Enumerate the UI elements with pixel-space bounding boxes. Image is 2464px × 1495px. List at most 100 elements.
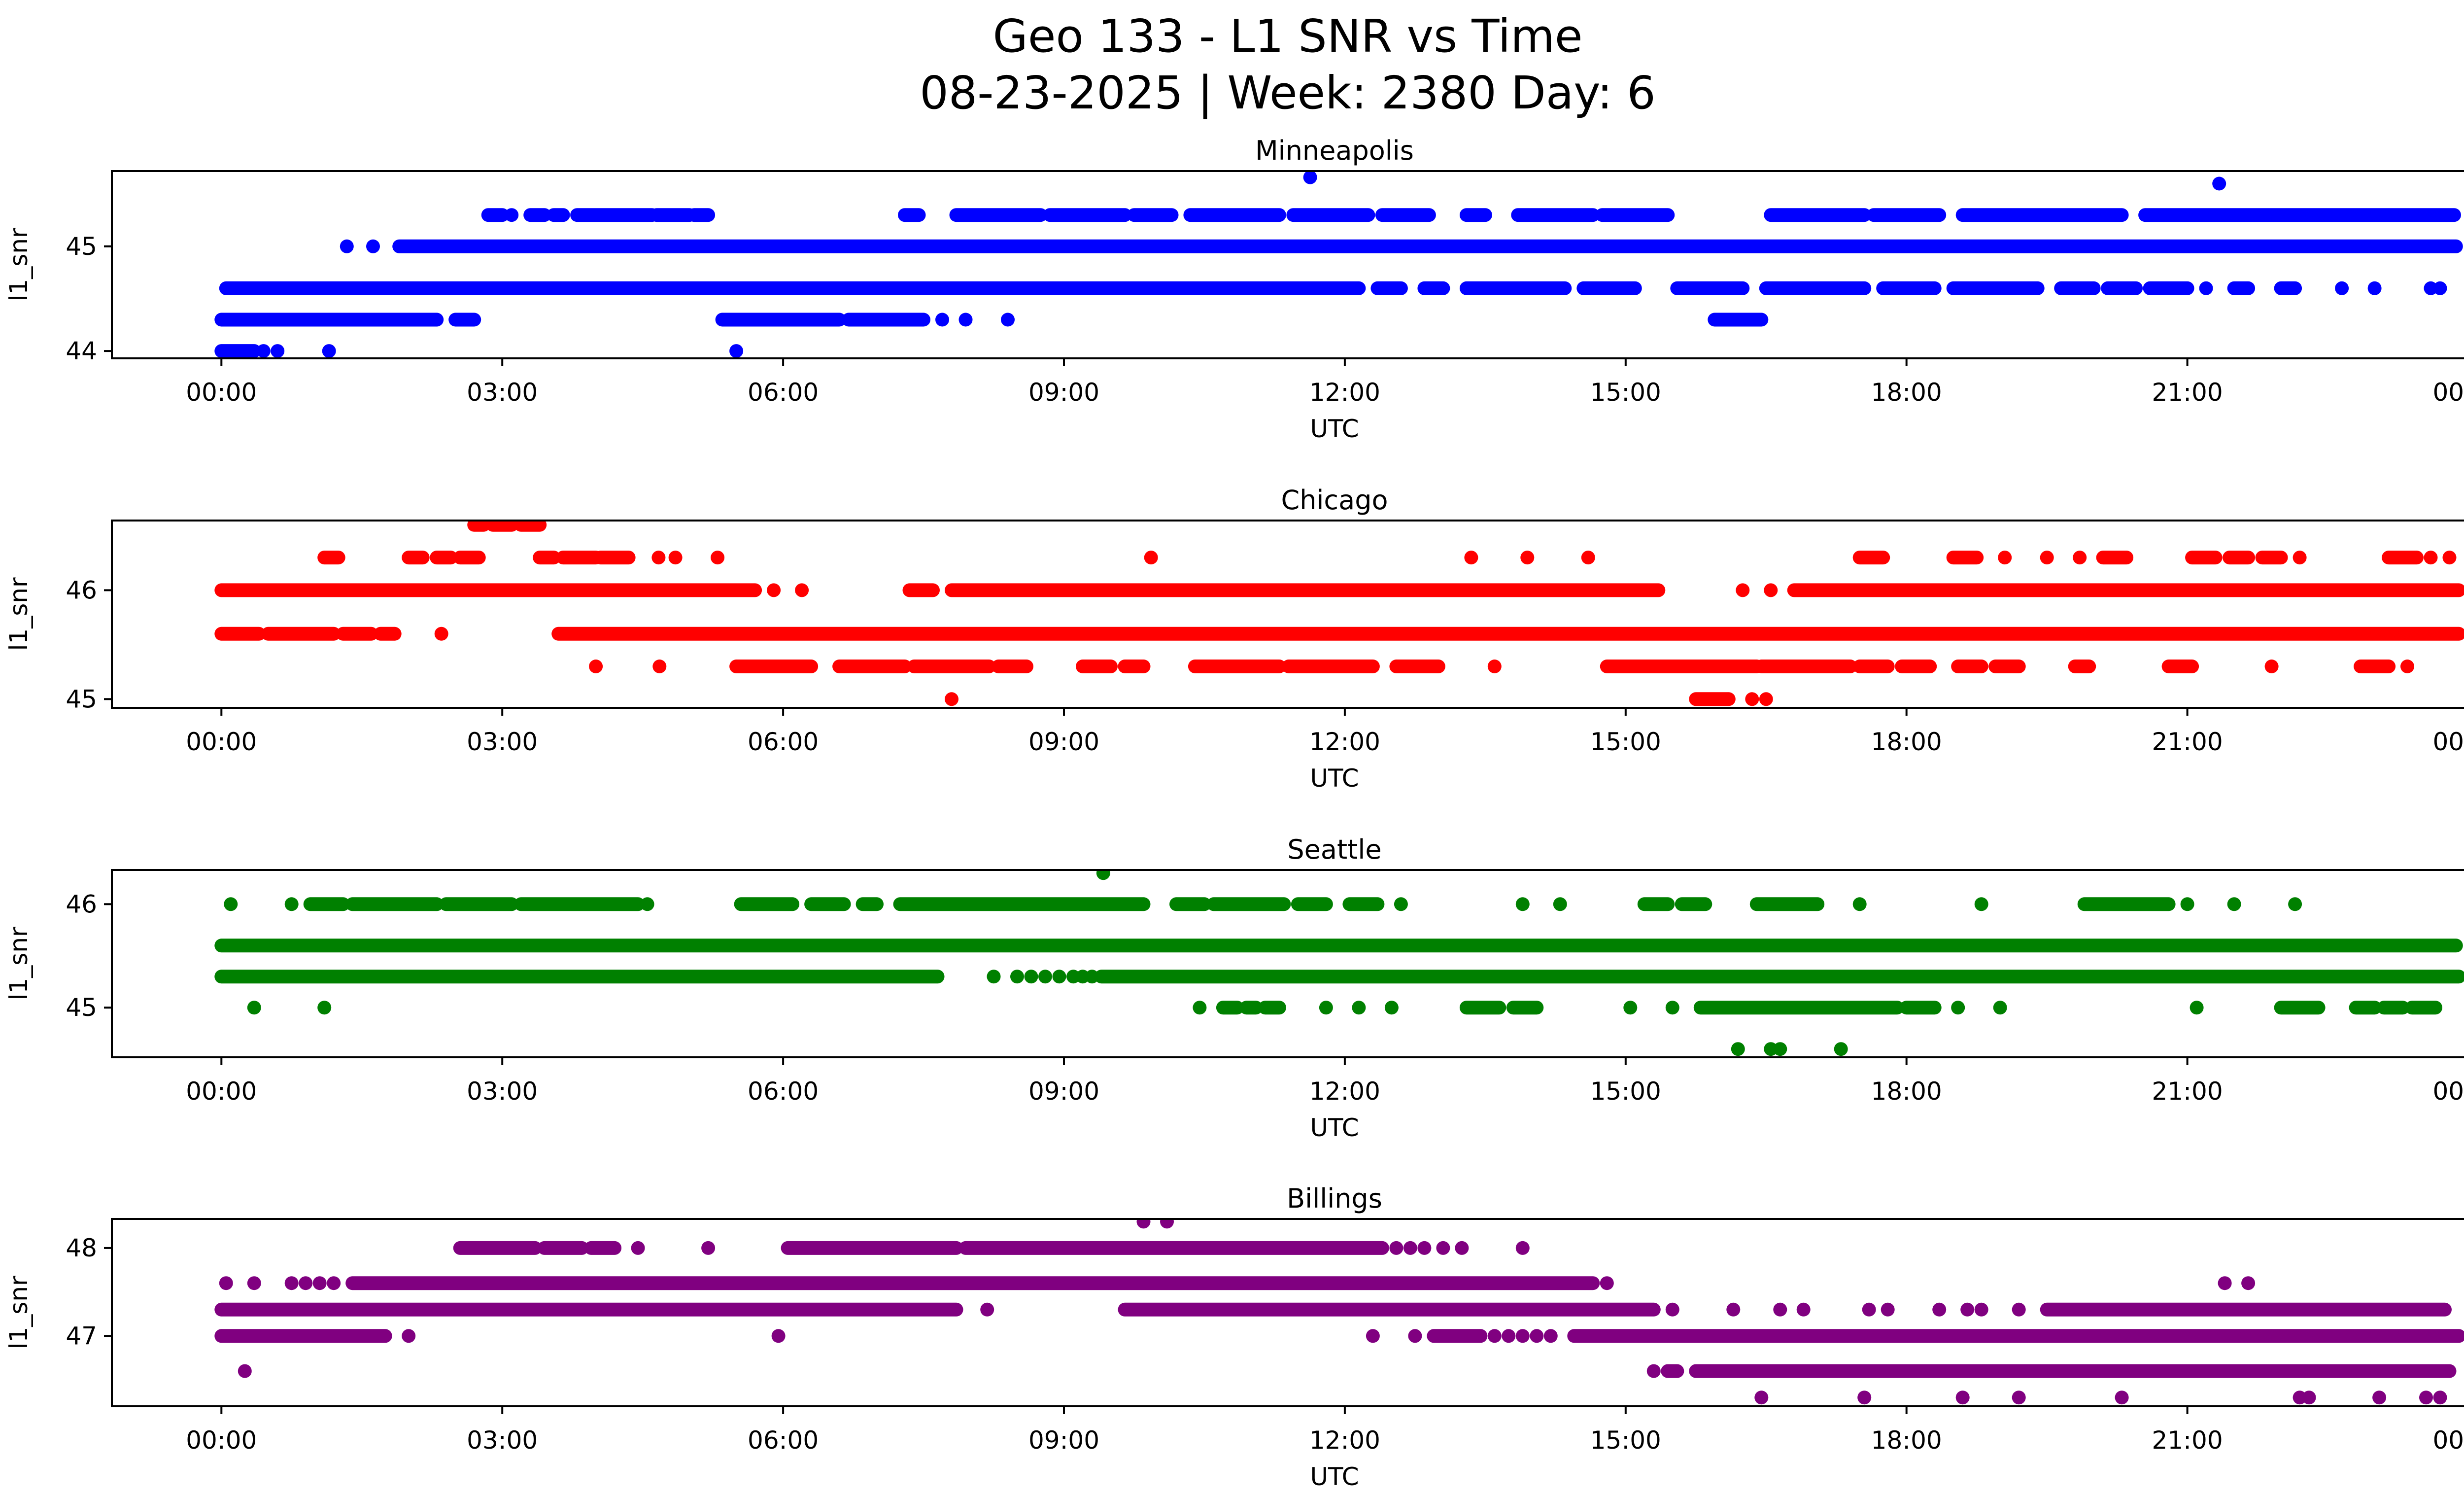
scatter-point bbox=[1834, 1042, 1848, 1056]
scatter-point bbox=[2442, 551, 2457, 565]
scatter-series bbox=[214, 1219, 2464, 1405]
scatter-point bbox=[589, 660, 603, 673]
scatter-point bbox=[1389, 1241, 1403, 1255]
scatter-point bbox=[711, 551, 725, 565]
subplot-title-billings: Billings bbox=[1287, 1183, 1382, 1214]
scatter-point bbox=[340, 239, 354, 253]
scatter-point bbox=[1394, 897, 1408, 911]
scatter-point bbox=[1773, 1042, 1787, 1056]
subplot-title-minneapolis: Minneapolis bbox=[1255, 135, 1414, 166]
x-tick-label: 06:00 bbox=[748, 378, 819, 407]
scatter-point bbox=[284, 1276, 299, 1290]
plot-area: 00:00 03:00 06:00 09:00 12:00 15:00 18:00 21:00… bbox=[66, 869, 2464, 1106]
scatter-point bbox=[1436, 1241, 1450, 1255]
scatter-point bbox=[2293, 551, 2307, 565]
x-tick-label: 00:00 bbox=[2432, 1077, 2464, 1106]
scatter-point bbox=[2400, 660, 2414, 673]
scatter-point bbox=[1515, 1241, 1530, 1255]
scatter-point bbox=[2218, 1276, 2232, 1290]
y-tick-label: 45 bbox=[66, 685, 97, 713]
x-tick-label: 18:00 bbox=[1871, 1077, 1942, 1106]
scatter-point bbox=[987, 970, 1001, 984]
subplot-title-chicago: Chicago bbox=[1281, 485, 1388, 516]
x-axis-label: UTC bbox=[1310, 1462, 1359, 1491]
scatter-point bbox=[2419, 1391, 2433, 1405]
scatter-point bbox=[1319, 1001, 1333, 1015]
scatter-point bbox=[1403, 1241, 1417, 1255]
scatter-point bbox=[312, 1276, 327, 1290]
x-tick-label: 15:00 bbox=[1590, 378, 1661, 407]
x-tick-label: 00:00 bbox=[186, 378, 257, 407]
scatter-point bbox=[2335, 281, 2349, 295]
x-axis-label: UTC bbox=[1310, 1113, 1359, 1142]
x-tick-label: 06:00 bbox=[748, 728, 819, 756]
x-tick-label: 03:00 bbox=[467, 378, 538, 407]
scatter-point bbox=[1052, 970, 1066, 984]
x-tick-label: 21:00 bbox=[2152, 728, 2223, 756]
scatter-point bbox=[271, 344, 285, 358]
figure-title-line1: Geo 133 - L1 SNR vs Time bbox=[992, 10, 1583, 63]
scatter-point bbox=[1581, 551, 1595, 565]
scatter-point bbox=[1303, 171, 1317, 184]
x-tick-label: 09:00 bbox=[1028, 1077, 1099, 1106]
axes-spines bbox=[111, 520, 2464, 709]
scatter-point bbox=[2190, 1001, 2204, 1015]
plot-area: 00:00 03:00 06:00 09:00 12:00 15:00 18:00 21:00… bbox=[66, 1218, 2464, 1455]
x-tick-label: 21:00 bbox=[2152, 378, 2223, 407]
figure-title: Geo 133 - L1 SNR vs Time 08-23-2025 | We… bbox=[0, 9, 2464, 122]
scatter-point bbox=[1530, 1329, 1544, 1343]
scatter-point bbox=[1408, 1329, 1422, 1343]
scatter-point bbox=[1764, 583, 1778, 597]
x-tick-label: 03:00 bbox=[467, 1077, 538, 1106]
scatter-point bbox=[729, 344, 744, 358]
scatter-point bbox=[299, 1276, 313, 1290]
scatter-point bbox=[1352, 1001, 1366, 1015]
scatter-point bbox=[402, 1329, 416, 1343]
scatter-point bbox=[1623, 1001, 1638, 1015]
subplot-minneapolis: Minneapolis l1_snr UTC 00:00 03:00 06:00 09… bbox=[4, 135, 2464, 443]
x-tick-label: 09:00 bbox=[1028, 378, 1099, 407]
scatter-point bbox=[1736, 583, 1750, 597]
scatter-point bbox=[1745, 692, 1759, 706]
scatter-point bbox=[1932, 1302, 1947, 1317]
scatter-point bbox=[1998, 551, 2012, 565]
scatter-point bbox=[701, 1241, 716, 1255]
x-tick-label: 06:00 bbox=[748, 1077, 819, 1106]
scatter-point bbox=[1487, 660, 1502, 673]
y-axis-label: l1_snr bbox=[4, 1276, 33, 1349]
scatter-point bbox=[1754, 1391, 1769, 1405]
scatter-point bbox=[2012, 1391, 2026, 1405]
x-tick-label: 18:00 bbox=[1871, 378, 1942, 407]
scatter-point bbox=[1731, 1042, 1745, 1056]
x-tick-label: 03:00 bbox=[467, 1426, 538, 1455]
scatter-point bbox=[1796, 1302, 1811, 1317]
scatter-point bbox=[2424, 551, 2438, 565]
y-tick-label: 47 bbox=[66, 1321, 97, 1350]
scatter-point bbox=[1881, 1302, 1895, 1317]
scatter-point bbox=[1665, 1302, 1679, 1317]
scatter-point bbox=[2115, 1391, 2129, 1405]
axes-spines bbox=[111, 170, 2464, 359]
scatter-point bbox=[795, 583, 809, 597]
scatter-point bbox=[238, 1364, 252, 1378]
scatter-point bbox=[1024, 970, 1038, 984]
plot-area: 00:00 03:00 06:00 09:00 12:00 15:00 18:00 21:00… bbox=[66, 170, 2464, 407]
y-tick-label: 46 bbox=[66, 890, 97, 918]
scatter-point bbox=[1955, 1391, 1970, 1405]
scatter-point bbox=[1001, 313, 1015, 327]
x-tick-label: 15:00 bbox=[1590, 1077, 1661, 1106]
x-tick-label: 15:00 bbox=[1590, 728, 1661, 756]
scatter-point bbox=[1515, 1329, 1530, 1343]
x-tick-label: 00:00 bbox=[2432, 728, 2464, 756]
x-tick-label: 18:00 bbox=[1871, 728, 1942, 756]
scatter-point bbox=[2433, 1391, 2447, 1405]
x-tick-label: 00:00 bbox=[186, 1077, 257, 1106]
scatter-point bbox=[1726, 1302, 1741, 1317]
scatter-point bbox=[631, 1241, 645, 1255]
x-tick-label: 12:00 bbox=[1309, 378, 1380, 407]
scatter-point bbox=[2241, 1276, 2256, 1290]
figure-title-line2: 08-23-2025 | Week: 2380 Day: 6 bbox=[920, 67, 1656, 119]
scatter-point bbox=[668, 551, 683, 565]
scatter-point bbox=[317, 1001, 332, 1015]
